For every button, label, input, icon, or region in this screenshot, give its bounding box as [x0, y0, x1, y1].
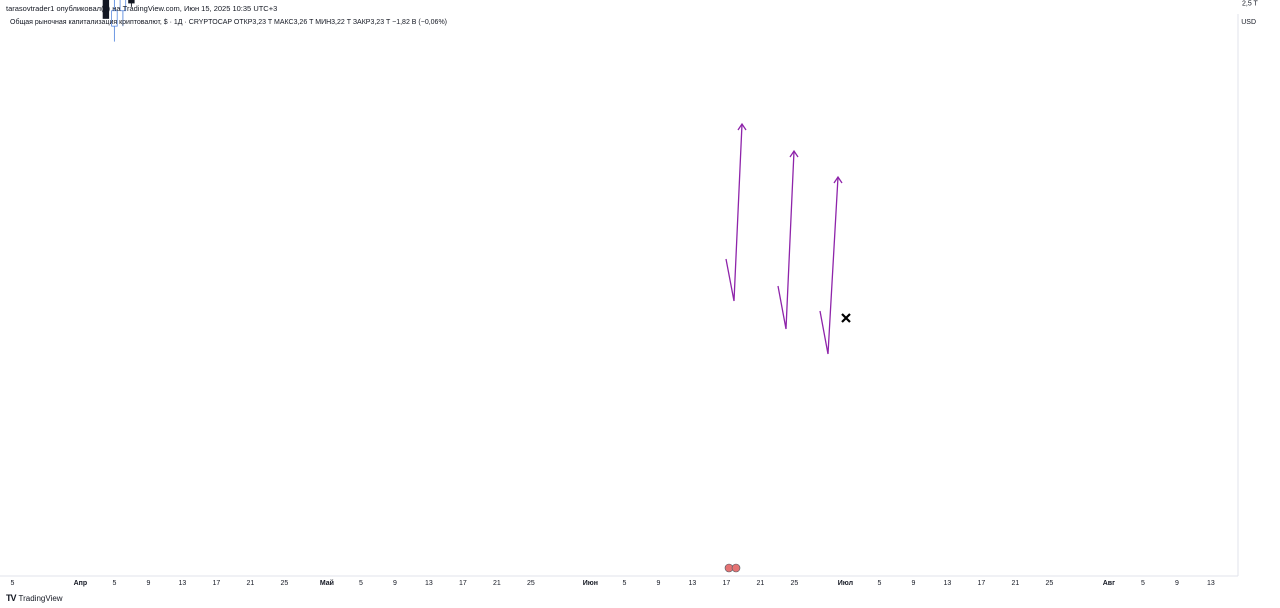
- brand-name: TradingView: [18, 593, 63, 603]
- time-tick-label: 25: [527, 580, 535, 587]
- us-event-flag-icon: [731, 563, 741, 573]
- price-axis[interactable]: 3,85 T3,8 T3,75 T3,7 T3,65 T3,6 T3,55 T3…: [1237, 0, 1262, 576]
- cross-marker-icon: [841, 313, 851, 323]
- time-tick-label: 5: [622, 580, 626, 587]
- price-tick-label: 2,5 T: [1242, 1, 1259, 8]
- time-tick-label: Авг: [1103, 580, 1115, 587]
- time-tick-label: 9: [393, 580, 397, 587]
- candle-up: [111, 10, 118, 27]
- tradingview-logo-icon: TV: [6, 593, 16, 603]
- time-tick-label: 5: [1141, 580, 1145, 587]
- time-tick-label: 9: [656, 580, 660, 587]
- time-axis[interactable]: 5 Апр 5 9 13 17 21 25 Май 5 9 13 17 21 25 Июн 5 9 13 17 21 25…: [0, 563, 1238, 587]
- symbol-info-line[interactable]: Общая рыночная капитализация криптовалют…: [10, 19, 448, 26]
- arrow-head-icon: [737, 122, 747, 131]
- time-tick-label: Июл: [838, 580, 853, 587]
- projection-arrows: [725, 122, 851, 355]
- time-tick-label: 9: [911, 580, 915, 587]
- time-tick-label: 17: [723, 580, 731, 587]
- candle-down: [102, 0, 110, 19]
- time-tick-label: 5: [359, 580, 363, 587]
- time-tick-label: Май: [320, 579, 334, 587]
- time-tick-label: 5: [10, 580, 14, 587]
- candles-layer: [102, 0, 135, 42]
- candle-down: [128, 0, 135, 4]
- publisher-line: tarasovtrader1 опубликовал(а) на Trading…: [6, 4, 278, 13]
- time-tick-label: 5: [112, 580, 116, 587]
- projection-arrow: [777, 150, 795, 330]
- time-tick-label: 9: [1175, 580, 1179, 587]
- time-tick-label: 17: [459, 580, 467, 587]
- arrow-head-icon: [833, 175, 843, 184]
- time-tick-label: 21: [247, 580, 255, 587]
- tradingview-footer[interactable]: TV TradingView: [6, 593, 63, 603]
- time-tick-label: 5: [877, 580, 881, 587]
- time-tick-label: 25: [281, 580, 289, 587]
- currency-label[interactable]: USD: [1241, 19, 1256, 26]
- time-tick-label: 13: [1207, 580, 1215, 587]
- time-tick-label: Апр: [74, 580, 88, 587]
- time-tick-label: 21: [1012, 580, 1020, 587]
- time-tick-label: 9: [146, 580, 150, 587]
- candle-up: [119, 0, 127, 12]
- time-tick-label: 13: [689, 580, 697, 587]
- time-tick-label: 25: [791, 580, 799, 587]
- time-tick-label: 21: [493, 580, 501, 587]
- time-tick-label: Июн: [583, 580, 598, 587]
- time-tick-label: 13: [425, 580, 433, 587]
- time-tick-label: 25: [1046, 580, 1054, 587]
- time-tick-label: 21: [757, 580, 765, 587]
- projection-arrow: [725, 123, 743, 302]
- projection-arrow: [819, 176, 839, 355]
- time-tick-label: 17: [213, 580, 221, 587]
- time-tick-label: 13: [944, 580, 952, 587]
- time-tick-label: 13: [179, 580, 187, 587]
- arrow-head-icon: [789, 149, 799, 158]
- time-tick-label: 17: [978, 580, 986, 587]
